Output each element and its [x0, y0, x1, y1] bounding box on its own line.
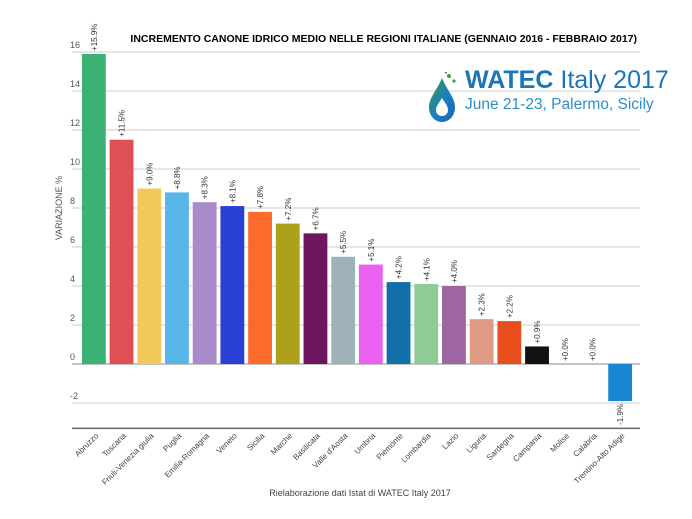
- logo-subtitle: June 21-23, Palermo, Sicily: [465, 96, 654, 113]
- bar: [81, 53, 106, 364]
- x-tick-label: Veneto: [215, 431, 239, 455]
- x-tick-label: Umbria: [353, 431, 378, 456]
- x-tick-label: Toscana: [101, 431, 129, 459]
- data-label: +15.9%: [90, 24, 99, 51]
- x-tick-label: Trentino-Alto Adige: [572, 431, 627, 486]
- y-tick-label: 10: [70, 157, 80, 167]
- data-label: -1.9%: [616, 404, 625, 425]
- bar: [137, 188, 162, 364]
- x-tick-label: Campania: [511, 431, 544, 464]
- x-tick-label: Lombardia: [400, 431, 433, 464]
- bar: [442, 286, 466, 364]
- y-tick-label: 0: [70, 352, 75, 362]
- y-tick-label: 14: [70, 79, 80, 89]
- data-labels: +15.9% +11.5% +9.0% +8.8% +8.3% +8.1% +7.8% +7.…: [90, 24, 625, 425]
- source-note: Rielaborazione dati Istat di WATEC Italy…: [269, 488, 451, 498]
- y-tick-label: 8: [70, 196, 75, 206]
- y-axis-label: VARIAZIONE %: [54, 176, 64, 240]
- data-label: +2.2%: [505, 295, 514, 318]
- bar: [275, 223, 300, 364]
- bar: [358, 264, 383, 364]
- y-tick-label: -2: [70, 391, 78, 401]
- data-label: +11.5%: [118, 110, 127, 137]
- bar: [109, 139, 134, 364]
- data-label: +5.1%: [367, 239, 376, 262]
- water-drop-icon: [429, 72, 456, 122]
- x-tick-label: Marche: [269, 431, 295, 457]
- bar: [608, 364, 633, 402]
- data-label: +7.8%: [256, 186, 265, 209]
- data-label: +4.1%: [422, 258, 431, 281]
- x-tick-label: Sicilia: [245, 431, 267, 453]
- y-tick-label: 4: [70, 274, 75, 284]
- y-tick-label: 6: [70, 235, 75, 245]
- x-tick-label: Liguria: [465, 431, 489, 455]
- bar: [303, 233, 328, 364]
- logo-title: WATEC Italy 2017: [465, 66, 669, 94]
- data-label: +7.2%: [284, 198, 293, 221]
- x-tick-label: Calabria: [571, 431, 599, 459]
- bar: [192, 202, 217, 364]
- data-label: +4.0%: [450, 260, 459, 283]
- bars: [81, 53, 633, 402]
- data-label: +8.8%: [173, 166, 182, 189]
- bar: [414, 284, 439, 364]
- data-label: +9.0%: [145, 163, 154, 186]
- data-label: +4.2%: [395, 256, 404, 279]
- x-tick-label: Friuli-Venezia giulia: [100, 431, 156, 487]
- chart-title: INCREMENTO CANONE IDRICO MEDIO NELLE REG…: [130, 33, 637, 45]
- x-tick-label: Abruzzo: [73, 431, 101, 459]
- data-label: +5.5%: [339, 231, 348, 254]
- y-tick-label: 2: [70, 313, 75, 323]
- x-tick-label: Lazio: [440, 431, 460, 451]
- data-label: +8.3%: [201, 176, 210, 199]
- bar: [469, 319, 494, 364]
- data-label: +0.0%: [561, 338, 570, 361]
- bar: [248, 211, 272, 364]
- watec-logo: WATEC Italy 2017 June 21-23, Palermo, Si…: [425, 66, 669, 126]
- data-label: +6.7%: [311, 207, 320, 230]
- data-label: +0.0%: [588, 338, 597, 361]
- x-tick-label: Puglia: [161, 431, 183, 453]
- y-axis-ticks: 16 14 12 10 8 6 4 2 0 -2: [70, 40, 80, 401]
- data-label: +8.1%: [228, 180, 237, 203]
- data-label: +0.9%: [533, 321, 542, 344]
- x-tick-label: Molise: [548, 431, 571, 454]
- data-label: +2.3%: [478, 293, 487, 316]
- bar: [220, 206, 245, 364]
- bar: [497, 321, 522, 364]
- y-tick-label: 12: [70, 118, 80, 128]
- bar: [525, 346, 549, 364]
- bar: [165, 192, 189, 364]
- bar: [331, 256, 356, 364]
- y-tick-label: 16: [70, 40, 80, 50]
- bar: [386, 282, 411, 364]
